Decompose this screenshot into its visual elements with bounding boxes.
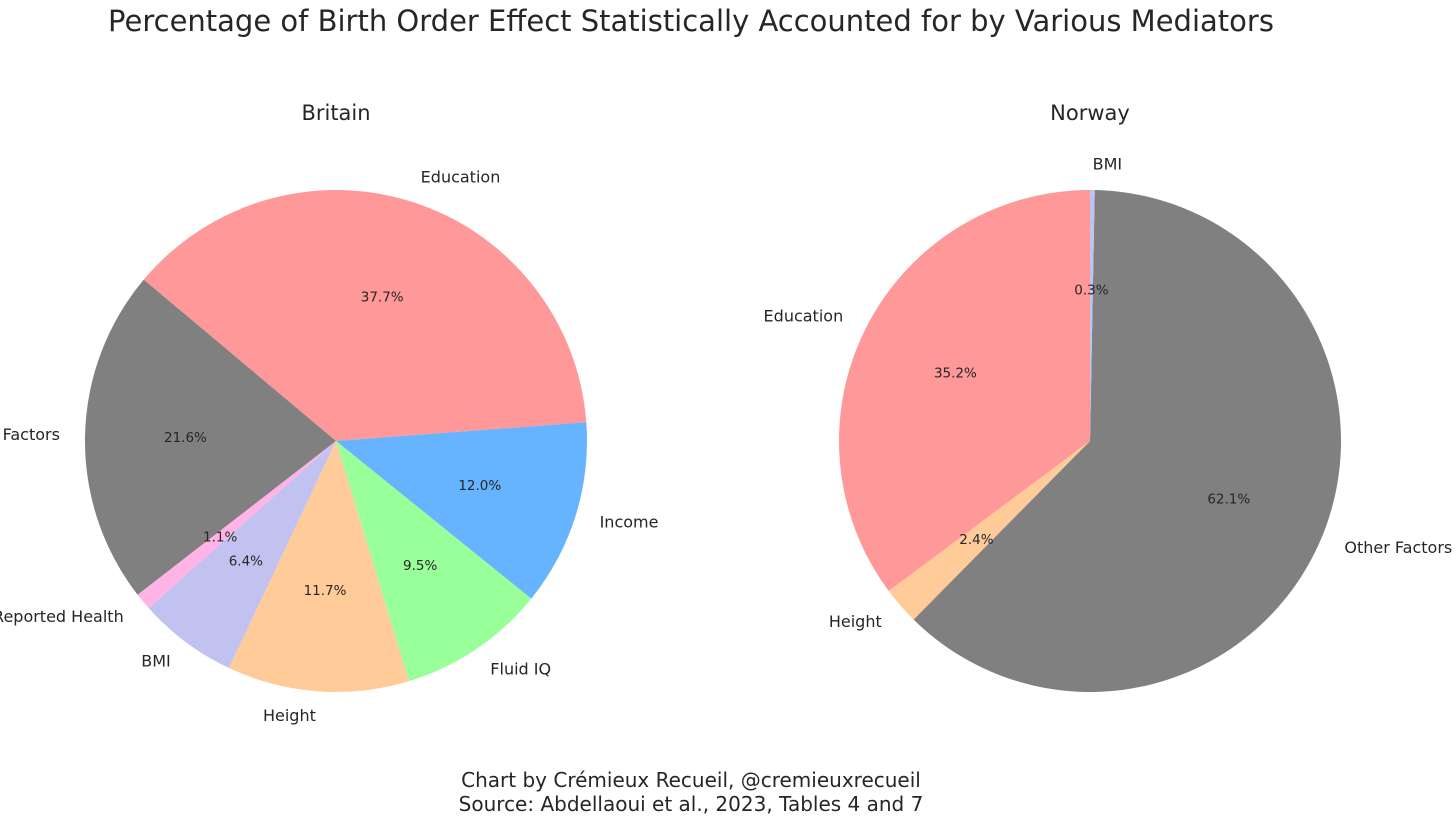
footer-credit: Chart by Crémieux Recueil, @cremieuxrecu… <box>461 768 921 792</box>
pie-pct-fluid-iq: 9.5% <box>403 558 437 574</box>
pie-chart-britain: Britain Education 37.7% Income 12.0% Fluid IQ… <box>0 101 658 725</box>
pie-slice-bmi <box>1090 189 1095 441</box>
pie-slice-other-factors <box>84 279 336 595</box>
pie-slice-income <box>336 422 587 599</box>
pie-label-height: Height <box>829 612 882 631</box>
pie-label-education: Education <box>764 307 844 326</box>
pie-slice-education <box>143 189 587 441</box>
pie-title-britain: Britain <box>301 101 370 125</box>
pie-slice-self-reported-health <box>137 441 336 609</box>
chart-footer: Chart by Crémieux Recueil, @cremieuxrecu… <box>0 768 1382 816</box>
pie-pct-bmi: 6.4% <box>229 554 263 570</box>
pie-pct-height: 2.4% <box>959 532 993 548</box>
pie-pct-education: 37.7% <box>361 290 404 306</box>
pie-slice-education <box>839 190 1090 592</box>
pie-label-height: Height <box>263 706 316 725</box>
pie-label-bmi: BMI <box>1093 154 1123 173</box>
chart-title: Percentage of Birth Order Effect Statist… <box>108 4 1274 38</box>
pie-slice-other-factors <box>913 190 1341 692</box>
pie-pct-bmi: 0.3% <box>1074 282 1108 298</box>
pie-label-self-reported-health: Self-Reported Health <box>0 607 124 626</box>
pie-pct-income: 12.0% <box>458 478 501 494</box>
pie-title-norway: Norway <box>1050 101 1130 125</box>
pie-pct-other-factors: 21.6% <box>164 430 207 446</box>
pie-pct-self-reported-health: 1.1% <box>203 529 237 545</box>
pie-charts: Britain Education 37.7% Income 12.0% Fluid IQ… <box>0 101 1452 725</box>
pie-label-education: Education <box>421 168 501 187</box>
pie-label-other-factors: Other Factors <box>0 425 60 444</box>
footer-source: Source: Abdellaoui et al., 2023, Tables … <box>458 792 924 816</box>
pie-label-income: Income <box>600 513 659 532</box>
pie-pct-height: 11.7% <box>304 583 347 599</box>
pie-chart-norway: Norway Education 35.2% Height 2.4% Other Fact… <box>764 101 1452 692</box>
pie-pct-education: 35.2% <box>934 365 977 381</box>
pie-slice-fluid-iq <box>336 441 532 682</box>
pie-pct-other-factors: 62.1% <box>1207 492 1250 508</box>
pie-slice-bmi <box>148 441 336 669</box>
pie-slice-height <box>228 441 409 693</box>
pie-label-fluid-iq: Fluid IQ <box>490 659 551 678</box>
pie-label-bmi: BMI <box>141 652 171 671</box>
pie-slice-height <box>888 441 1090 620</box>
pie-label-other-factors: Other Factors <box>1344 538 1452 557</box>
